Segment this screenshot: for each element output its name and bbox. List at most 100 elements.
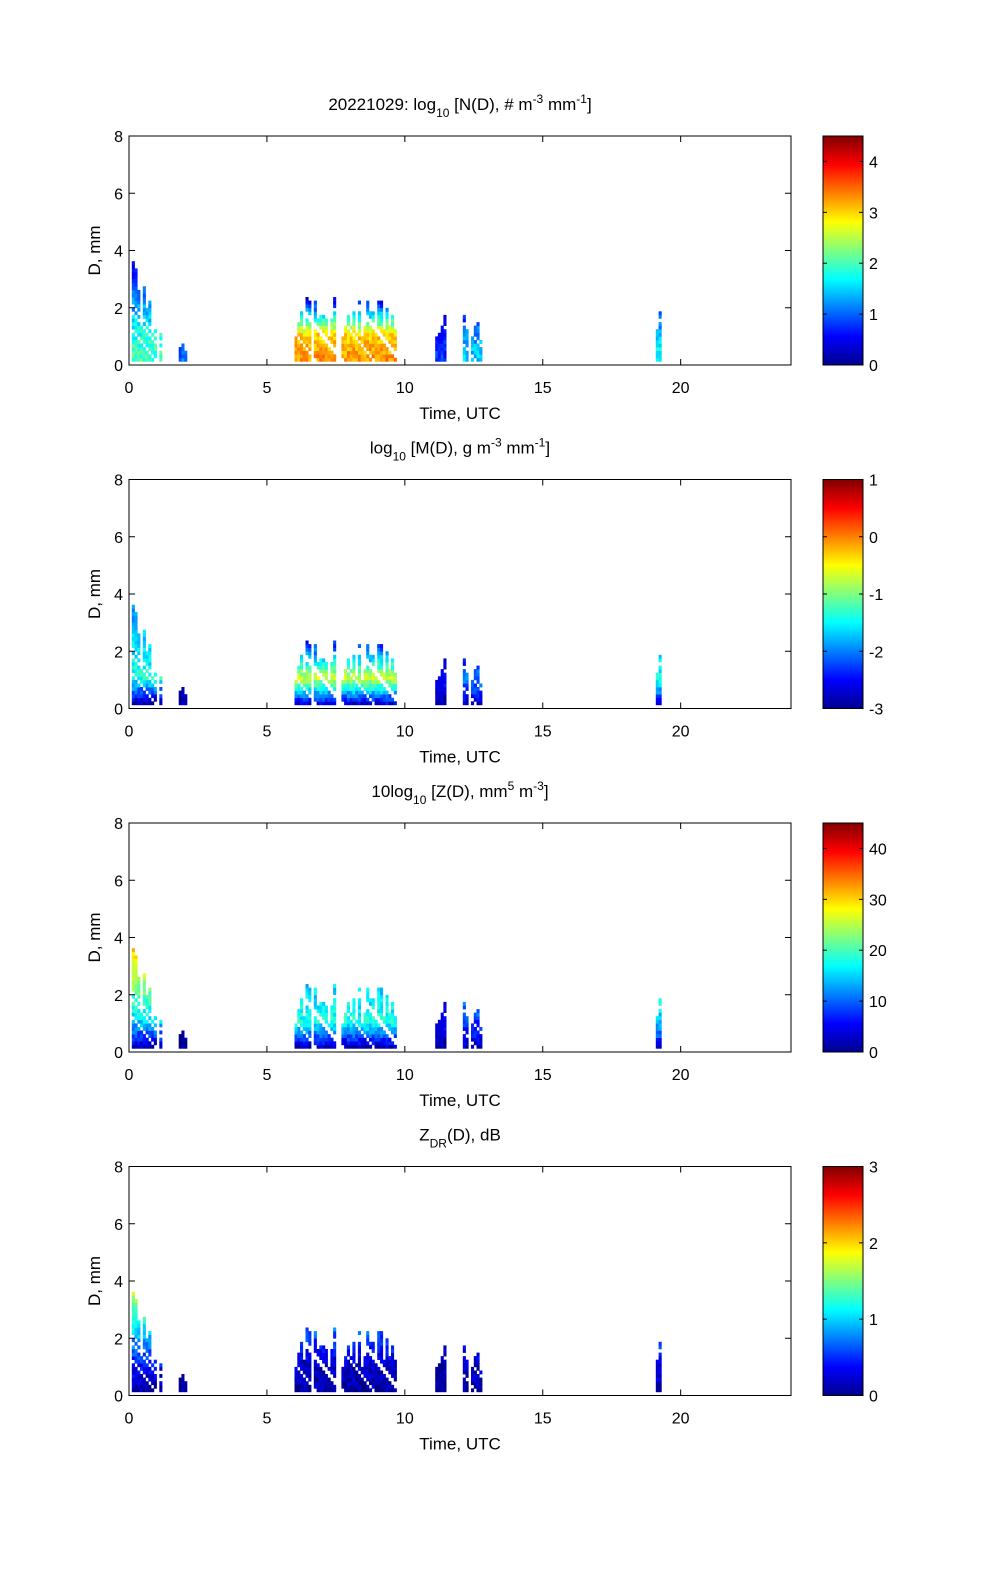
heatmap-cell	[302, 1384, 306, 1389]
heatmap-cell	[137, 1016, 141, 1021]
heatmap-cell	[382, 690, 386, 695]
heatmap-cell	[297, 676, 301, 681]
heatmap-cell	[380, 690, 384, 695]
heatmap-cell	[366, 1044, 370, 1049]
heatmap-cell	[142, 636, 146, 641]
heatmap-cell	[473, 697, 477, 702]
heatmap-cell	[148, 1338, 152, 1343]
heatmap-cell	[134, 275, 138, 280]
heatmap-cell	[349, 701, 353, 706]
heatmap-cell	[159, 1030, 163, 1035]
heatmap-cell	[374, 1027, 378, 1031]
heatmap-cell	[346, 662, 350, 666]
heatmap-cell	[333, 325, 337, 330]
colorbar-tick-label: 0	[869, 530, 878, 547]
y-tick-label: 2	[114, 1331, 123, 1348]
heatmap-cell	[393, 1030, 397, 1035]
heatmap-cell	[148, 322, 152, 326]
heatmap-cell	[465, 1366, 469, 1371]
heatmap-cell	[393, 357, 397, 362]
heatmap-cell	[333, 1044, 337, 1049]
heatmap-cell	[137, 347, 141, 351]
heatmap-cell	[330, 1384, 334, 1389]
heatmap-cell	[355, 676, 359, 681]
heatmap-cell	[142, 984, 146, 988]
heatmap-cell	[393, 1023, 397, 1028]
heatmap-cell	[142, 658, 146, 663]
heatmap-cell	[473, 683, 477, 688]
heatmap-cell	[371, 1359, 375, 1364]
heatmap-cell	[357, 357, 361, 362]
heatmap-cell	[322, 1377, 326, 1382]
heatmap-cell	[346, 672, 350, 677]
heatmap-cell	[344, 1366, 348, 1371]
heatmap-cell	[308, 1363, 312, 1368]
heatmap-cell	[366, 1374, 370, 1378]
heatmap-cell	[382, 701, 386, 706]
heatmap-cell	[324, 690, 328, 695]
heatmap-cell	[145, 1005, 149, 1010]
x-tick-label: 5	[262, 1411, 271, 1428]
heatmap-cell	[148, 1034, 152, 1038]
heatmap-cell	[476, 687, 480, 691]
heatmap-cell	[297, 1037, 301, 1042]
heatmap-cell	[324, 1352, 328, 1357]
heatmap-cell	[145, 658, 149, 663]
heatmap-cell	[131, 969, 135, 974]
heatmap-cell	[346, 1037, 350, 1042]
x-tick-label: 10	[396, 724, 414, 741]
heatmap-cell	[333, 679, 337, 684]
heatmap-cell	[300, 687, 304, 691]
heatmap-cell	[658, 325, 662, 330]
heatmap-cell	[391, 1345, 395, 1350]
heatmap-cell	[377, 1030, 381, 1035]
heatmap-cell	[178, 701, 182, 706]
heatmap-cell	[471, 1366, 475, 1371]
colorbar-tick-label: -2	[869, 644, 883, 661]
heatmap-cell	[327, 1366, 331, 1371]
heatmap-cell	[388, 1388, 392, 1393]
heatmap-cell	[363, 687, 367, 691]
heatmap-cell	[377, 1377, 381, 1382]
heatmap-cell	[333, 1341, 337, 1346]
heatmap-cell	[319, 1384, 323, 1389]
heatmap-cell	[142, 1041, 146, 1046]
heatmap-cell	[371, 676, 375, 681]
heatmap-cell	[371, 311, 375, 316]
heatmap-cell	[305, 304, 309, 309]
x-tick-label: 15	[534, 1411, 552, 1428]
heatmap-cell	[294, 683, 298, 688]
title-part: ]	[587, 95, 592, 114]
heatmap-cell	[297, 329, 301, 334]
heatmap-cell	[333, 357, 337, 362]
heatmap-cell	[377, 354, 381, 359]
heatmap-cell	[357, 1041, 361, 1046]
heatmap-cell	[344, 1027, 348, 1031]
heatmap-cell	[308, 690, 312, 695]
heatmap-cell	[324, 1037, 328, 1042]
heatmap-cell	[344, 325, 348, 330]
heatmap-cell	[346, 690, 350, 695]
heatmap-cell	[302, 340, 306, 344]
colorbar-tick-label: 0	[869, 1045, 878, 1062]
heatmap-cell	[137, 665, 141, 670]
heatmap-cell	[319, 343, 323, 348]
heatmap-cell	[355, 687, 359, 691]
heatmap-cell	[131, 1381, 135, 1386]
heatmap-cell	[131, 268, 135, 273]
heatmap-cell	[355, 343, 359, 348]
heatmap-cell	[479, 694, 483, 699]
heatmap-cell	[178, 1381, 182, 1386]
heatmap-cell	[305, 1327, 309, 1332]
heatmap-cell	[148, 1388, 152, 1393]
heatmap-cell	[355, 1041, 359, 1046]
heatmap-cell	[462, 329, 466, 334]
heatmap-cell	[658, 690, 662, 695]
heatmap-cell	[137, 1363, 141, 1368]
heatmap-cell	[380, 347, 384, 351]
heatmap-cell	[294, 350, 298, 355]
heatmap-cell	[346, 1345, 350, 1350]
heatmap-cell	[322, 701, 326, 706]
heatmap-cell	[137, 644, 141, 648]
heatmap-cell	[369, 311, 373, 316]
